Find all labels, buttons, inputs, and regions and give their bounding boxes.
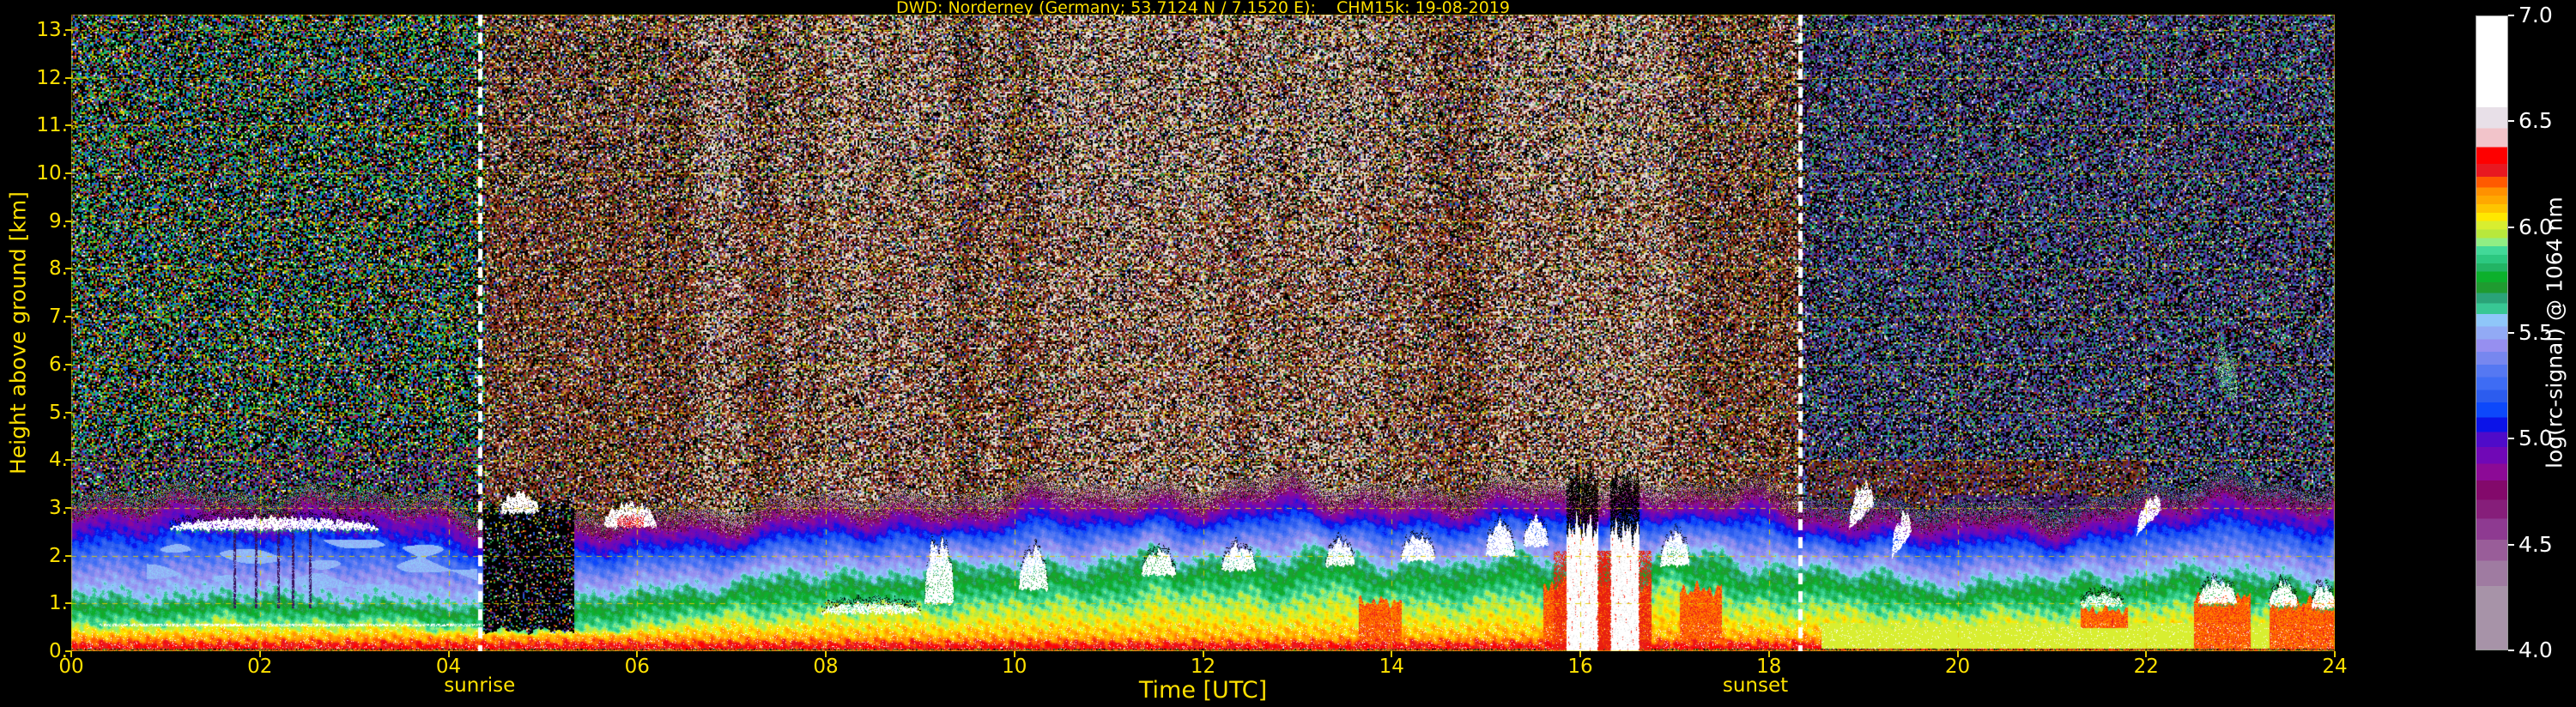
y-tick-label: 10. [36,162,68,184]
x-axis-title: Time [UTC] [1138,677,1268,704]
colorbar-tick-mark [2508,332,2514,334]
y-tick-mark [65,602,71,605]
y-tick-label: 12. [36,66,68,89]
colorbar-tick-label: 5.0 [2518,426,2553,451]
colorbar-tick-mark [2508,120,2514,123]
x-tick-label: 20 [1944,656,1971,678]
y-tick-label: 0. [49,640,68,662]
x-tick-mark [1579,651,1581,657]
x-tick-mark [2334,651,2336,657]
x-tick-mark [447,651,450,657]
colorbar-tick-mark [2508,226,2514,228]
colorbar-tick-mark [2508,15,2514,16]
y-tick-mark [65,316,71,318]
y-tick-mark [65,363,71,366]
colorbar-tick-mark [2508,543,2514,546]
y-tick-label: 5. [49,401,68,424]
y-tick-mark [65,506,71,509]
colorbar-tick-label: 4.0 [2518,638,2553,662]
y-tick-mark [65,459,71,462]
y-tick-mark [65,172,71,174]
x-tick-mark [1202,651,1204,657]
y-tick-label: 2. [49,544,68,567]
x-tick-mark [70,651,72,657]
colorbar-tick-label: 6.5 [2518,108,2553,134]
x-tick-label: 16 [1567,656,1593,678]
y-tick-mark [65,28,71,31]
y-tick-mark [65,411,71,414]
sunset-label: sunset [1722,674,1789,697]
x-tick-label: 10 [1002,656,1027,678]
x-tick-mark [1391,651,1393,657]
y-tick-mark [65,650,71,652]
colorbar [2476,15,2508,650]
x-tick-label: 02 [247,656,273,678]
x-tick-label: 22 [2133,656,2159,678]
page-title: DWD: Norderney (Germany; 53.7124 N / 7.1… [895,0,1510,17]
x-tick-mark [2145,651,2148,657]
y-tick-mark [65,220,71,222]
y-tick-label: 6. [49,353,68,376]
y-tick-label: 7. [49,305,68,329]
colorbar-tick-label: 5.5 [2518,320,2553,345]
x-tick-mark [1956,651,1959,657]
x-tick-label: 06 [624,656,650,678]
y-tick-label: 11. [36,114,68,137]
y-tick-mark [65,554,71,557]
colorbar-tick-label: 7.0 [2518,3,2553,27]
x-tick-label: 24 [2322,656,2348,678]
colorbar-tick-label: 4.5 [2518,531,2553,557]
x-tick-mark [258,651,261,657]
y-tick-label: 3. [49,496,68,519]
y-tick-label: 1. [49,592,68,615]
x-tick-mark [1767,651,1770,657]
y-tick-mark [65,76,71,79]
sunrise-label: sunrise [444,674,516,697]
x-tick-mark [825,651,827,657]
y-tick-label: 4. [49,449,68,472]
x-tick-label: 04 [435,656,462,678]
x-tick-label: 08 [813,656,839,678]
y-tick-label: 8. [49,257,68,281]
y-tick-label: 9. [49,209,68,233]
x-tick-mark [636,651,639,657]
x-tick-label: 12 [1190,656,1216,678]
x-tick-label: 00 [58,656,84,678]
y-tick-label: 13. [36,18,68,41]
x-tick-mark [1013,651,1015,657]
heatmap-canvas [71,15,2335,651]
y-tick-mark [65,268,71,270]
colorbar-tick-mark [2508,438,2514,440]
x-tick-label: 18 [1756,656,1782,678]
colorbar-tick-label: 6.0 [2518,214,2553,239]
colorbar-tick-mark [2508,650,2514,651]
x-tick-label: 14 [1379,656,1404,678]
y-tick-mark [65,124,71,127]
